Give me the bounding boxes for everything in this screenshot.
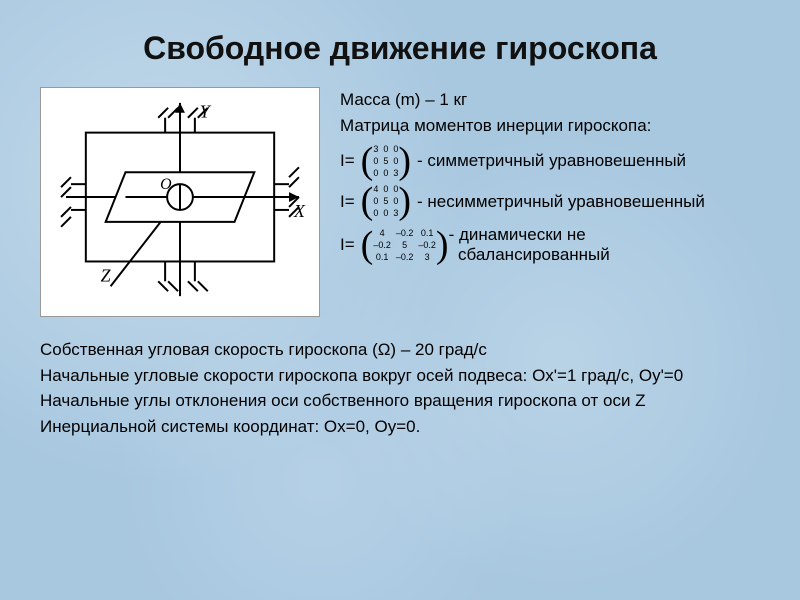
- matrix-prefix: I=: [340, 148, 355, 174]
- matrix-cell: 0: [373, 196, 378, 207]
- matrix-cell: 3: [373, 144, 378, 155]
- matrix-cell: –0.2: [396, 252, 414, 263]
- matrix-cell: 0: [373, 156, 378, 167]
- matrix-cell: 5: [396, 240, 414, 251]
- matrix-cell: 0: [383, 168, 388, 179]
- matrix-cell: –0.2: [418, 240, 436, 251]
- matrix-prefix: I=: [340, 189, 355, 215]
- matrix-prefix: I=: [340, 232, 355, 258]
- content-row: Y X Z O Масса (m) – 1 кг Матрица моменто…: [40, 87, 760, 317]
- matrix-suffix: - симметричный уравновешенный: [417, 148, 686, 174]
- initial-velocities-line: Начальные угловые скорости гироскопа вок…: [40, 363, 760, 389]
- origin-label: O: [160, 176, 172, 193]
- mass-line: Масса (m) – 1 кг: [340, 87, 760, 113]
- matrix-cell: 0.1: [418, 228, 436, 239]
- matrix-row-3: I= ( 4–0.20.1–0.25–0.20.1–0.23 ) - динам…: [340, 225, 760, 266]
- initial-angles-line-2: Инерциальной системы координат: Ox=0, Oy…: [40, 414, 760, 440]
- axis-z-label: Z: [101, 265, 112, 285]
- inertia-caption: Матрица моментов инерции гироскопа:: [340, 113, 760, 139]
- matrix-cell: 0: [383, 208, 388, 219]
- parameters-column: Масса (m) – 1 кг Матрица моментов инерци…: [340, 87, 760, 317]
- initial-angles-line-1: Начальные углы отклонения оси собственно…: [40, 388, 760, 414]
- matrix-cell: 4: [373, 184, 378, 195]
- matrix-cell: –0.2: [396, 228, 414, 239]
- matrix-cell: 0.1: [373, 252, 391, 263]
- axis-x-label: X: [293, 201, 306, 221]
- matrix-1: ( 300050003 ): [361, 144, 411, 178]
- matrix-cell: 5: [383, 196, 388, 207]
- matrix-cell: 4: [373, 228, 391, 239]
- matrix-cell: 5: [383, 156, 388, 167]
- matrix-cell: 3: [418, 252, 436, 263]
- matrix-cell: 0: [383, 144, 388, 155]
- page-title: Свободное движение гироскопа: [40, 30, 760, 67]
- matrix-row-1: I= ( 300050003 ) - симметричный уравнове…: [340, 144, 760, 178]
- matrix-3: ( 4–0.20.1–0.25–0.20.1–0.23 ): [361, 228, 449, 262]
- matrix-suffix: - динамически не сбалансированный: [449, 225, 610, 266]
- matrix-cell: –0.2: [373, 240, 391, 251]
- matrix-cell: 0: [373, 208, 378, 219]
- matrix-cell: 0: [373, 168, 378, 179]
- gyroscope-diagram: Y X Z O: [40, 87, 320, 317]
- matrix-suffix: - несимметричный уравновешенный: [417, 189, 705, 215]
- angular-velocity-line: Собственная угловая скорость гироскопа (…: [40, 337, 760, 363]
- bottom-parameters: Собственная угловая скорость гироскопа (…: [40, 337, 760, 439]
- matrix-2: ( 400050003 ): [361, 184, 411, 218]
- matrix-cell: 0: [383, 184, 388, 195]
- matrix-row-2: I= ( 400050003 ) - несимметричный уравно…: [340, 184, 760, 218]
